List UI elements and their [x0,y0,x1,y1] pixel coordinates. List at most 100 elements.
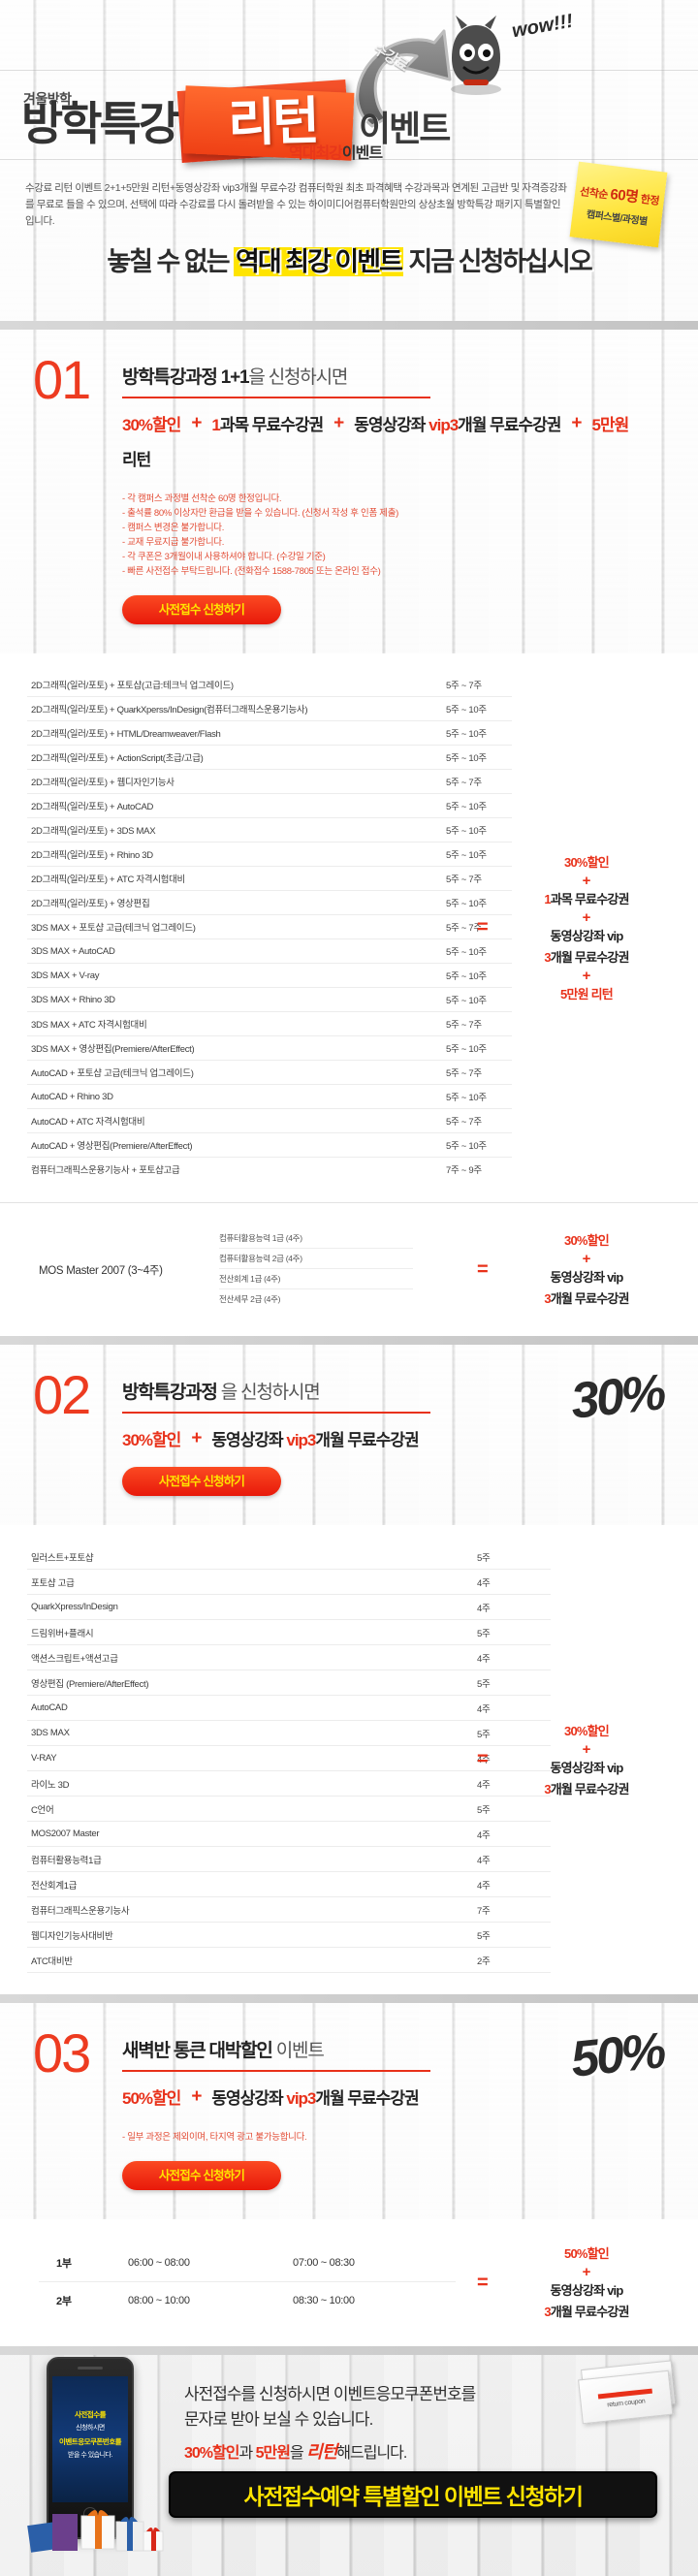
mos-course-name: MOS Master 2007 (3~4주) [39,1264,163,1277]
course-name-cell: 컴퓨터그래픽스운용기능사 + 포토샵고급 [31,1165,180,1176]
section-01-benefits: 30%할인 + 1과목 무료수강권 + 동영상강좌 vip3개월 무료수강권 +… [122,411,646,470]
course-name-cell: 2D그래픽(일러/포토) + ATC 자격시험대비 [27,866,428,891]
note-item: - 교재 무료지급 불가합니다. [122,537,225,548]
monster-character-icon [451,16,501,95]
course-duration-cell: 4주 [473,1594,551,1620]
course-name-cell: ATC대비반 [27,1947,473,1973]
schedule-part-label: 2부 [56,2296,72,2307]
benefit-plus-1: + [191,2085,202,2107]
mos-list-item: 전산세무 2급 (4주) [219,1294,281,1304]
section-03-benefits: 50%할인 + 동영상강좌 vip3개월 무료수강권 [122,2084,646,2109]
reward-video-months: 3개월 무료수강권 [544,2305,629,2319]
benefit-discount: 30%할인 [122,416,181,434]
coupon-label: return coupon [607,2398,646,2409]
header-main-title: 방학특강 [21,98,180,149]
table-row: 전산회계1급 4주 [27,1871,551,1897]
table-row: AutoCAD + 영상편집(Premiere/AfterEffect) 5주 ~… [27,1132,512,1158]
header-description: 수강료 리턴 이벤트 2+1+5만원 리턴+동영상강좌 vip3개월 무료수강 … [25,182,567,227]
table-row: 일러스트+포토샵 5주 [27,1544,551,1570]
equals-icon: = [477,916,489,938]
sticky-note: 선착순 60명 한정 캠퍼스별/과정별 [569,161,668,248]
course-name-cell: 2D그래픽(일러/포토) + 영상편집 [27,890,428,915]
course-name-cell: 웹디자인기능사대비반 [27,1922,473,1948]
schedule-time-a: 06:00 ~ 08:00 [128,2244,293,2282]
section-03-number: 03 [33,2022,91,2083]
course-duration-cell: 5주 ~ 7주 [428,1060,512,1085]
section-02-title: 방학특강과정 을 신청하시면 [122,1378,430,1414]
table-row: 액션스크립트+액션고급 4주 [27,1644,551,1670]
section-02-title-bold: 방학특강과정 [122,1383,218,1403]
section-02-percent-art: 30% [568,1364,666,1430]
course-duration-cell: 4주 [473,1745,551,1771]
table-row: 3DS MAX + 영상편집(Premiere/AfterEffect) 5주 ~… [27,1035,512,1061]
schedule-time-b: 07:00 ~ 08:30 [293,2244,456,2282]
course-name-cell: 2D그래픽(일러/포토) + Rhino 3D [27,842,428,867]
coupon-front: return coupon [578,2369,674,2425]
section-03-notes: - 일부 과정은 제외이며, 타지역 광고 불가능합니다. [122,2130,646,2145]
course-name-cell: 드림위버+플래시 [27,1619,473,1645]
table-row: 2D그래픽(일러/포토) + AutoCAD 5주 ~ 10주 [27,793,512,818]
reward-video-label: 동영상강좌 vip [550,2283,624,2298]
benefit-discount: 50%할인 [122,2089,181,2108]
course-duration-cell: 5주 ~ 10주 [428,1035,512,1061]
schedule-time-a: 08:00 ~ 10:00 [128,2295,190,2306]
sticky-count: 60명 [609,185,640,207]
course-duration-cell: 7주 ~ 9주 [446,1165,482,1176]
table-row: 컴퓨터그래픽스운용기능사 7주 [27,1896,551,1923]
table-row: 컴퓨터활용능력1급 4주 [27,1846,551,1872]
mos-reward-discount: 30%할인 [564,1233,610,1248]
reward-plus-2: + [582,908,591,926]
course-name-cell: 라이노 3D [27,1770,473,1797]
curved-arrow-graphic: 수강료 [302,17,458,134]
table-row: 2D그래픽(일러/포토) + 웹디자인기능사 5주 ~ 7주 [27,769,512,794]
coupon-graphic: return coupon [577,2360,683,2431]
course-duration-cell: 5주 ~ 7주 [428,1011,512,1036]
course-duration-cell: 5주 [473,1619,551,1645]
footer-cash: 5만원 [255,2445,291,2462]
course-name-cell: AutoCAD [27,1695,473,1721]
course-duration-cell: 4주 [473,1644,551,1670]
equals-icon: = [477,2272,489,2293]
section-01-course-table-block: 2D그래픽(일러/포토) + 포토샵(고급:테크닉 업그레이드) 5주 ~ 7주 2… [0,653,698,1202]
course-duration-cell: 5주 ~ 10주 [428,963,512,988]
section-02-course-table-block: 일러스트+포토샵 5주 포토샵 고급 4주 QuarkXpress/InDesign 4주… [0,1525,698,1994]
course-duration-cell: 4주 [473,1846,551,1872]
section-02-reward-panel: = 30%할인 + 동영상강좌 vip 3개월 무료수강권 [477,1525,679,1994]
sticky-pre: 선착순 [579,186,612,202]
course-duration-cell: 5주 ~ 10주 [428,720,512,746]
phone-graphic: 사전접수를 신청하시면 이벤트응모쿠폰번호를 받을 수 있습니다. [47,2357,134,2539]
reward-cash-return: 5만원 리턴 [560,986,614,1002]
reward-free-course: 1과목 무료수강권 [544,891,629,906]
table-row: 1부 06:00 ~ 08:00 07:00 ~ 08:30 [39,2244,456,2282]
table-row: V-RAY 4주 [27,1745,551,1771]
reward-video-months: 3개월 무료수강권 [544,1781,629,1797]
table-row: 2D그래픽(일러/포토) + HTML/Dreamweaver/Flash 5주 … [27,720,512,746]
final-apply-button[interactable]: 사전접수예약 특별할인 이벤트 신청하기 [169,2471,657,2518]
reward-video-label: 동영상강좌 vip [550,928,624,943]
section-02-number: 02 [33,1364,91,1425]
section-03-reward-panel: = 50%할인 + 동영상강좌 vip 3개월 무료수강권 [477,2219,679,2346]
course-name-cell: 컴퓨터활용능력1급 [27,1846,473,1872]
course-name-cell: MOS2007 Master [27,1821,473,1847]
table-row: 포토샵 고급 4주 [27,1569,551,1595]
equals-icon: = [477,1748,489,1770]
course-name-cell: AutoCAD + 영상편집(Premiere/AfterEffect) [27,1132,428,1158]
section-03-apply-button[interactable]: 사전접수 신청하기 [122,2161,281,2190]
section-01-apply-button[interactable]: 사전접수 신청하기 [122,595,281,624]
course-name-cell: 3DS MAX + 포토샵 고급(테크닉 업그레이드) [27,914,428,939]
course-duration-cell: 5주 ~ 10주 [428,1132,512,1158]
section-02-apply-button[interactable]: 사전접수 신청하기 [122,1467,281,1496]
table-row: 3DS MAX 5주 [27,1720,551,1746]
mos-reward-panel: = 30%할인 + 동영상강좌 vip 3개월 무료수강권 [477,1203,679,1336]
curved-arrow-icon [356,29,452,128]
table-row: 영상편집 (Premiere/AfterEffect) 5주 [27,1670,551,1696]
footer-particle: 을 [289,2445,307,2462]
course-duration-cell: 5주 ~ 10주 [428,793,512,818]
section-03-title-light: 이벤트 [271,2041,325,2061]
course-name-cell: 포토샵 고급 [27,1569,473,1595]
course-name-cell: V-RAY [27,1745,473,1771]
section-03-title: 새벽반 통큰 대박할인 이벤트 [122,2036,430,2072]
table-row: AutoCAD + 포토샵 고급(테크닉 업그레이드) 5주 ~ 7주 [27,1060,512,1085]
footer-message-line-2: 문자로 받아 보실 수 있습니다. [184,2410,373,2429]
footer-cta-block: 사전접수를 신청하시면 이벤트응모쿠폰번호를 받을 수 있습니다. 사전접수를 … [0,2355,698,2576]
